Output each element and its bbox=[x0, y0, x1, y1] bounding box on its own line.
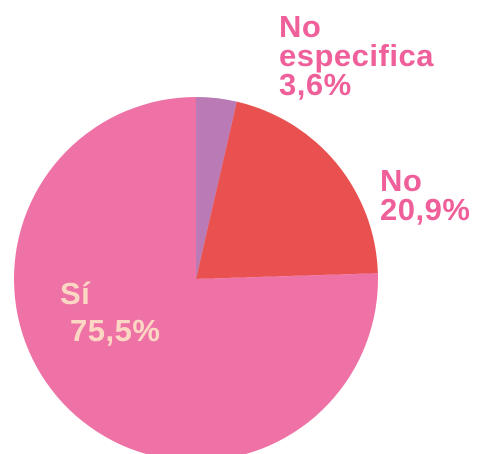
value-label: 20,9% bbox=[380, 192, 471, 227]
category-label: No bbox=[380, 163, 423, 198]
slice-label: No especifica 3,6% bbox=[279, 9, 479, 102]
slice-label: Sí 75,5% bbox=[60, 276, 210, 348]
value-label: 75,5% bbox=[70, 313, 161, 348]
pie-slice bbox=[196, 97, 237, 279]
pie-slice bbox=[14, 97, 378, 454]
pie-slice bbox=[196, 101, 378, 279]
value-label: 3,6% bbox=[279, 67, 352, 102]
category-label: Sí bbox=[60, 276, 91, 311]
category-label: No especifica bbox=[279, 9, 434, 73]
slice-label: No 20,9% bbox=[380, 163, 480, 227]
